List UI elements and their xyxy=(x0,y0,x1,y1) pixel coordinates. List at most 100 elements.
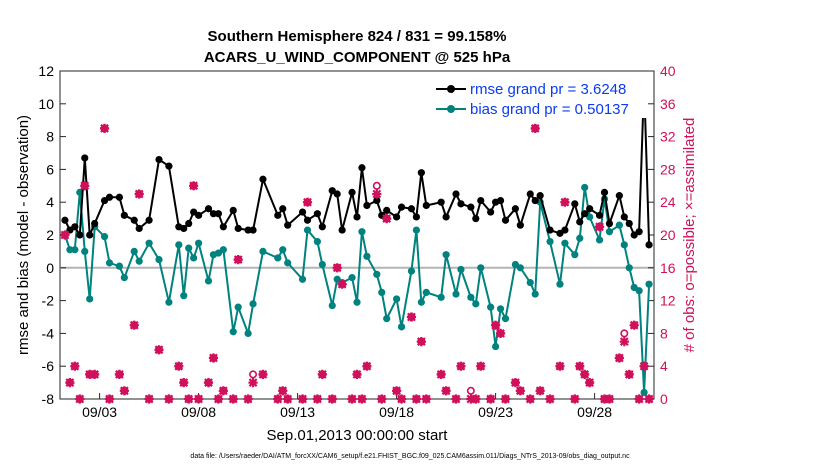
assimilated-obs-marker xyxy=(594,222,605,232)
bias-point xyxy=(135,257,143,265)
assimilated-obs-marker xyxy=(134,189,144,199)
y-tick-label: 8 xyxy=(46,129,54,145)
assimilated-obs-marker xyxy=(99,123,110,133)
rmse-point xyxy=(91,219,99,228)
rmse-point xyxy=(595,211,604,219)
y2-tick-label: 4 xyxy=(660,358,668,374)
assimilated-obs-marker xyxy=(278,386,288,396)
bias-point xyxy=(318,260,326,269)
rmse-point xyxy=(155,155,163,164)
rmse-point xyxy=(442,213,450,221)
rmse-point xyxy=(313,210,321,218)
rmse-point xyxy=(353,213,361,221)
bias-point xyxy=(487,303,495,311)
bias-point xyxy=(412,226,420,234)
rmse-point xyxy=(318,223,326,231)
rmse-point xyxy=(105,193,114,201)
x-tick-label: 09/18 xyxy=(379,404,414,420)
axis-ticks: -8-6-4-2024681012048121620242832364009/0… xyxy=(38,63,675,420)
bias-point xyxy=(155,256,163,264)
assimilated-obs-marker xyxy=(332,263,342,273)
rmse-point xyxy=(259,175,267,183)
y-tick-label: -8 xyxy=(42,391,55,407)
y2-tick-label: 32 xyxy=(660,129,676,145)
bias-point xyxy=(640,388,648,397)
assimilated-obs-marker xyxy=(619,337,629,347)
bias-point xyxy=(130,247,138,255)
assimilated-obs-marker xyxy=(119,386,129,396)
bias-point xyxy=(86,295,94,303)
bias-point xyxy=(353,298,361,306)
rmse-point xyxy=(526,190,534,198)
assimilated-obs-marker xyxy=(535,386,545,396)
bias-point xyxy=(531,290,539,298)
rmse-point xyxy=(348,188,356,196)
possible-obs-marker xyxy=(620,329,629,338)
bias-point xyxy=(195,239,203,247)
y-tick-label: 12 xyxy=(38,63,54,79)
assimilated-obs-marker xyxy=(213,394,223,404)
x-tick-label: 09/08 xyxy=(181,404,216,420)
rmse-point xyxy=(417,169,425,177)
bias-point xyxy=(457,265,465,274)
legend-rmse-label: rmse grand pr = 3.6248 xyxy=(470,81,626,98)
rmse-point xyxy=(635,228,643,236)
legend: rmse grand pr = 3.6248 bias grand pr = 0… xyxy=(430,76,648,118)
bias-point xyxy=(219,246,227,254)
assimilated-obs-marker xyxy=(614,353,624,363)
rmse-point xyxy=(298,208,307,216)
bias-point xyxy=(249,300,257,308)
assimilated-obs-marker xyxy=(436,369,446,379)
rmse-point xyxy=(219,223,227,231)
assimilated-obs-marker xyxy=(283,394,293,404)
rmse-point xyxy=(204,205,213,213)
assimilated-obs-marker xyxy=(411,394,421,404)
rmse-point xyxy=(397,203,406,211)
rmse-point xyxy=(76,231,84,239)
rmse-point xyxy=(625,219,633,228)
assimilated-obs-marker xyxy=(515,386,525,396)
assimilated-obs-marker xyxy=(545,394,555,404)
assimilated-obs-marker xyxy=(570,394,580,404)
bias-point xyxy=(348,274,356,282)
assimilated-obs-marker xyxy=(337,279,347,289)
rmse-point xyxy=(130,216,138,224)
bias-point xyxy=(244,329,252,337)
assimilated-obs-marker xyxy=(451,394,461,404)
bias-point xyxy=(595,236,604,244)
rmse-point xyxy=(422,201,430,210)
chart-title: Southern Hemisphere 824 / 831 = 99.158% xyxy=(208,28,507,45)
bias-point xyxy=(363,252,371,260)
chart-subtitle: ACARS_U_WIND_COMPONENT @ 525 hPa xyxy=(204,49,511,66)
possible-obs-marker xyxy=(249,370,258,379)
assimilated-obs-marker xyxy=(486,394,496,404)
assimilated-obs-marker xyxy=(629,320,639,330)
rmse-point xyxy=(472,215,480,223)
bias-point xyxy=(71,246,79,254)
rmse-point xyxy=(487,208,495,216)
assimilated-obs-marker xyxy=(164,394,174,404)
obs-count-markers xyxy=(60,123,654,404)
assimilated-obs-marker xyxy=(297,394,308,404)
assimilated-obs-marker xyxy=(604,394,615,404)
rmse-point xyxy=(279,205,287,213)
assimilated-obs-marker xyxy=(530,123,540,133)
series-layer xyxy=(61,78,653,397)
bias-point xyxy=(328,301,336,310)
rmse-point xyxy=(249,226,257,234)
rmse-point xyxy=(600,188,609,196)
rmse-point xyxy=(452,190,460,198)
rmse-point xyxy=(81,154,89,162)
rmse-point xyxy=(576,218,584,226)
bias-point xyxy=(393,295,401,303)
assimilated-obs-marker xyxy=(362,361,372,371)
assimilated-obs-marker xyxy=(184,394,194,404)
bias-point xyxy=(313,237,321,246)
x-tick-label: 09/13 xyxy=(280,404,315,420)
assimilated-obs-marker xyxy=(525,394,535,404)
y2-axis-label: # of obs: o=possible; ×=assimilated xyxy=(681,118,698,353)
rmse-point xyxy=(581,210,589,218)
bias-point xyxy=(66,246,74,254)
bias-point xyxy=(516,264,524,272)
legend-bias-marker xyxy=(447,105,455,113)
